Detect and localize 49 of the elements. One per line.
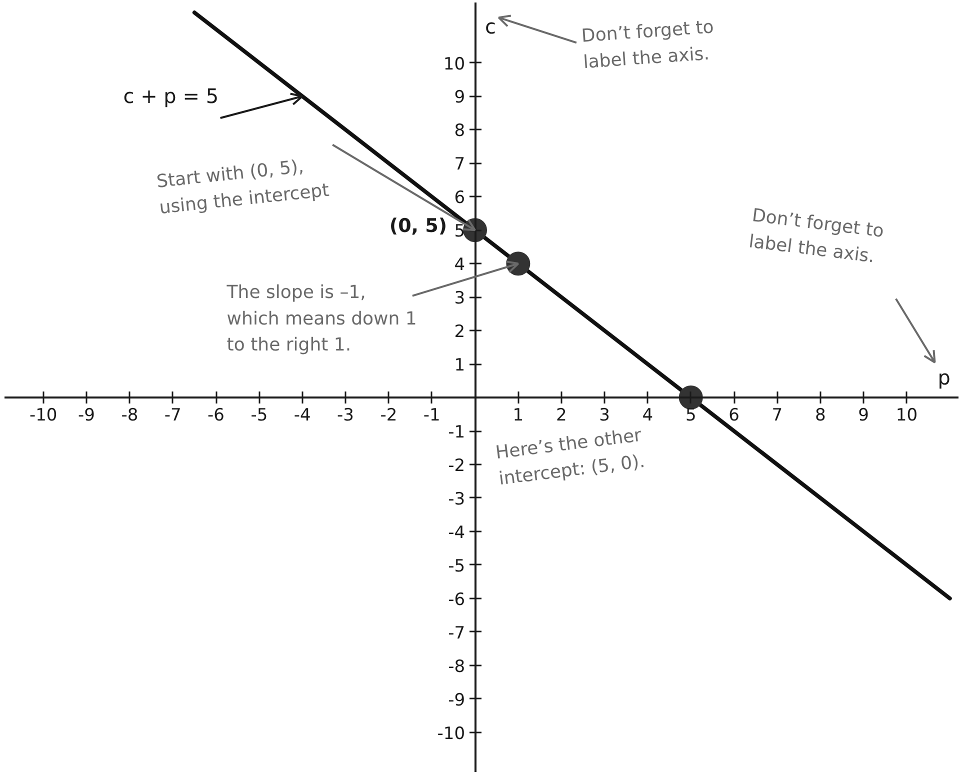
y-tick-label: -1	[448, 422, 466, 443]
x-tick-label: -10	[29, 406, 58, 426]
y-tick-label: -8	[448, 656, 466, 677]
x-tick-label: -4	[294, 406, 311, 426]
x-tick-label: -6	[208, 406, 224, 426]
annotation: Don’t forget to label the axis.	[748, 205, 886, 268]
y-tick-label: 6	[454, 188, 466, 208]
y-tick-label: 7	[454, 154, 466, 175]
x-axis-title: p	[938, 366, 951, 390]
y-tick-label: -7	[448, 623, 466, 644]
x-tick-label: -5	[250, 406, 268, 426]
y-tick-label: -3	[448, 489, 466, 510]
annotation: Don’t forget to label the axis.	[580, 16, 715, 74]
x-tick-label: -9	[78, 406, 95, 426]
annotation: c + p = 5	[123, 84, 219, 108]
y-tick-label: -9	[448, 690, 466, 710]
x-tick-label: -3	[337, 406, 354, 426]
y-axis-title: c	[485, 14, 496, 38]
x-tick-label: 8	[814, 406, 826, 426]
x-tick-label: -2	[380, 406, 398, 426]
y-tick-label: 10	[443, 54, 466, 74]
x-tick-label: -8	[121, 406, 138, 426]
x-tick-label: 3	[599, 406, 610, 426]
y-tick-label: 5	[454, 222, 466, 242]
x-tick-label: 5	[685, 406, 696, 426]
x-tick-label: 2	[556, 406, 567, 426]
y-tick-label: -2	[448, 456, 466, 476]
x-tick-label: -1	[423, 406, 440, 426]
y-tick-label: -5	[448, 556, 466, 576]
y-tick-label: 3	[454, 288, 466, 309]
data-label: (0, 5)	[389, 215, 448, 238]
y-tick-label: 9	[454, 88, 466, 108]
x-tick-label: 9	[858, 406, 869, 426]
x-tick-label: 10	[896, 406, 918, 426]
y-tick-label: 1	[454, 356, 466, 376]
annotation: Here’s the other intercept: (5, 0).	[494, 424, 646, 490]
annotation: Start with (0, 5), using the intercept	[156, 156, 330, 219]
y-tick-label: -4	[448, 522, 466, 543]
y-tick-label: 4	[454, 255, 466, 276]
x-tick-label: -7	[164, 406, 182, 426]
y-tick-label: 2	[454, 322, 466, 342]
x-tick-label: 6	[728, 406, 740, 426]
y-tick-label: -6	[448, 590, 466, 610]
y-tick-label: -10	[437, 724, 466, 744]
x-tick-label: 4	[642, 406, 654, 426]
y-tick-label: 8	[454, 121, 466, 142]
x-tick-label: 1	[512, 406, 524, 426]
annotation: The slope is –1, which means down 1 to the right 1.	[226, 282, 417, 356]
x-tick-label: 7	[772, 406, 783, 426]
